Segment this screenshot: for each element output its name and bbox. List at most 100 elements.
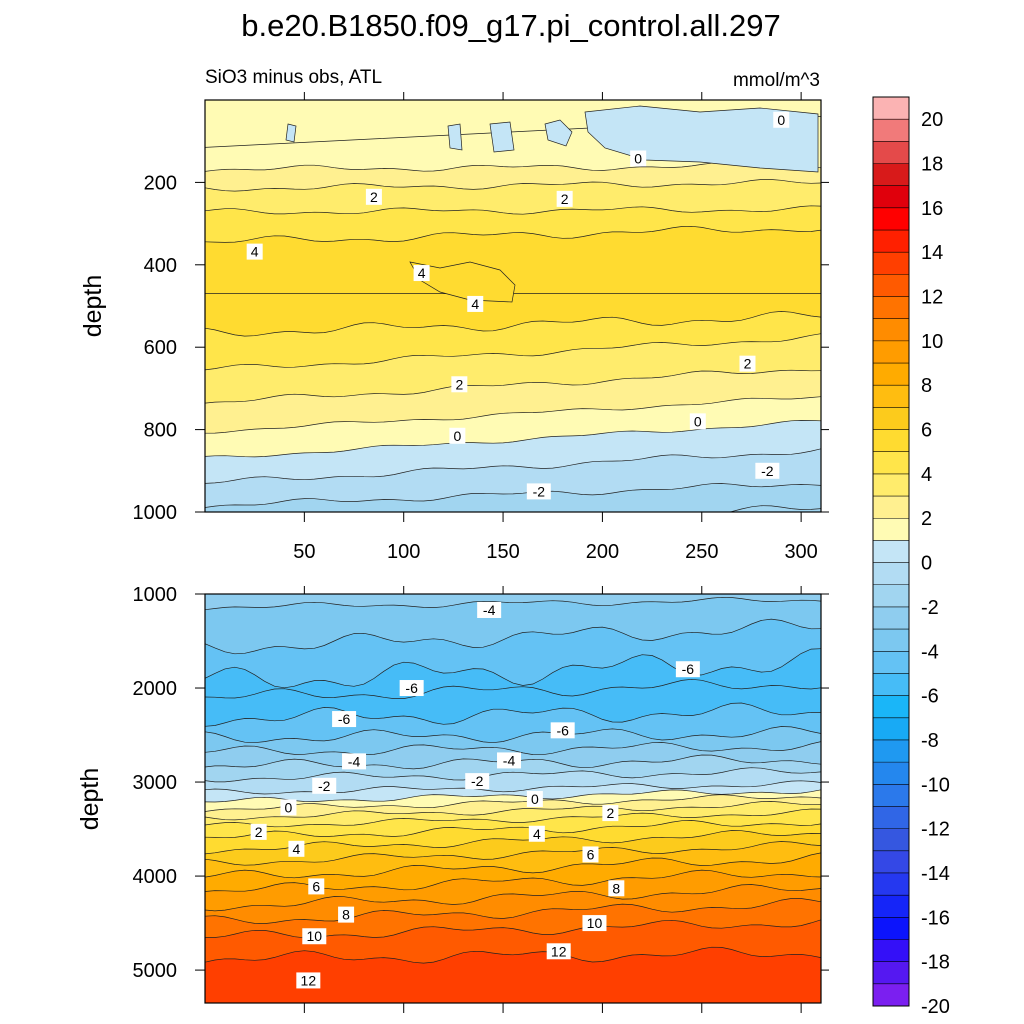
lower-contour-label: 8 [608,880,625,897]
lower-contour-label: -2 [465,773,490,790]
colorbar-swatch [873,340,909,364]
colorbar-swatch [873,895,909,918]
colorbar-swatch [873,695,909,719]
upper-negative-anomaly [544,119,573,147]
lower-contour-label: 10 [302,928,327,945]
x-tick-label: 150 [486,541,519,563]
lower-contour-label: 12 [546,943,571,960]
upper-contour-label: 0 [773,111,790,128]
svg-text:10: 10 [587,915,603,931]
lower-contour-label: 6 [582,846,599,863]
upper-plot-frame [204,99,822,513]
lower-contour-line [205,678,821,699]
colorbar-swatch [873,540,909,563]
svg-text:6: 6 [312,878,320,894]
svg-text:4: 4 [471,296,479,312]
lower-contour-line [205,801,821,821]
colorbar-label: 18 [921,154,943,176]
colorbar-label: 20 [921,109,943,131]
lower-contour-line [205,648,821,689]
colorbar-swatch [873,119,909,142]
lower-contour-label: 8 [338,906,355,923]
colorbar-swatch [873,296,909,320]
upper-contour-line [205,225,821,243]
colorbar-label: 6 [921,420,932,442]
colorbar-swatch [873,762,909,785]
colorbar-swatch [873,185,909,209]
upper-y-tick-label: 1000 [133,502,178,524]
svg-text:0: 0 [285,799,293,815]
upper-contour-label: -2 [755,462,780,479]
upper-contour-label: -2 [526,483,551,500]
svg-text:8: 8 [612,880,620,896]
svg-text:-2: -2 [318,778,331,794]
svg-text:2: 2 [455,376,463,392]
svg-text:-6: -6 [556,722,569,738]
colorbar-swatch [873,407,909,430]
lower-contour-line [205,946,821,964]
svg-text:12: 12 [551,943,567,959]
lower-contour-label: -4 [342,753,367,770]
svg-text:2: 2 [606,805,614,821]
upper-contour-line [205,311,821,337]
colorbar-label: 16 [921,198,943,220]
upper-contour-label: 0 [689,413,706,430]
lower-contour-line [205,820,821,839]
colorbar-swatch [873,230,909,253]
lower-contour-label: 4 [288,840,305,857]
colorbar-label: 10 [921,331,943,353]
colorbar-swatch [873,584,909,608]
svg-text:4: 4 [418,265,426,281]
colorbar-swatch [873,651,909,674]
colorbar-label: -18 [921,952,950,974]
lower-contour-line [205,596,821,611]
upper-contour-label: 2 [451,376,468,393]
lower-contour-label: -6 [550,722,575,739]
upper-contour-label: 2 [739,355,756,372]
upper-y-axis-label: depth [79,275,107,338]
colorbar-swatch [873,141,909,164]
colorbar-swatch [873,717,909,741]
colorbar-swatch [873,673,909,696]
svg-text:0: 0 [453,428,461,444]
lower-y-tick-label: 2000 [133,678,178,700]
colorbar-swatch [873,806,909,829]
lower-contour-label: -4 [497,752,522,769]
colorbar: 20181614121086420-2-4-6-8-10-12-14-16-18… [872,96,950,1018]
svg-text:8: 8 [342,907,350,923]
lower-y-tick-label: 3000 [133,772,178,794]
upper-contour-label: 4 [413,265,430,282]
colorbar-swatch [873,429,909,453]
upper-contour-line [205,369,821,404]
upper-contour-label: 4 [467,295,484,312]
svg-text:-6: -6 [405,680,418,696]
colorbar-swatch [873,961,909,985]
svg-text:4: 4 [293,841,301,857]
lower-contour-band [205,594,821,610]
lower-contour-fill [205,594,821,1003]
x-tick-label: 250 [685,541,718,563]
x-tick-label: 100 [387,541,420,563]
upper-negative-anomaly [447,123,463,151]
lower-contour-label: -2 [312,777,337,794]
upper-contour-line [205,333,821,371]
upper-y-tick-label: 800 [144,420,177,442]
colorbar-swatch [873,939,909,962]
colorbar-swatch [873,97,909,120]
upper-y-tick-label: 200 [144,172,177,194]
colorbar-swatch [873,850,909,874]
colorbar-swatch [873,518,909,541]
colorbar-swatch [873,385,909,408]
lower-contour-line [205,898,821,924]
lower-contour-line [205,830,821,855]
svg-text:-4: -4 [348,753,361,769]
colorbar-swatch [873,739,909,763]
colorbar-swatch [873,496,909,519]
lower-contour-label: -4 [477,601,502,618]
upper-warm-anomaly [409,261,516,303]
units-label: mmol/m^3 [733,70,820,91]
lower-contour-line [205,780,821,795]
svg-text:-2: -2 [533,483,546,499]
